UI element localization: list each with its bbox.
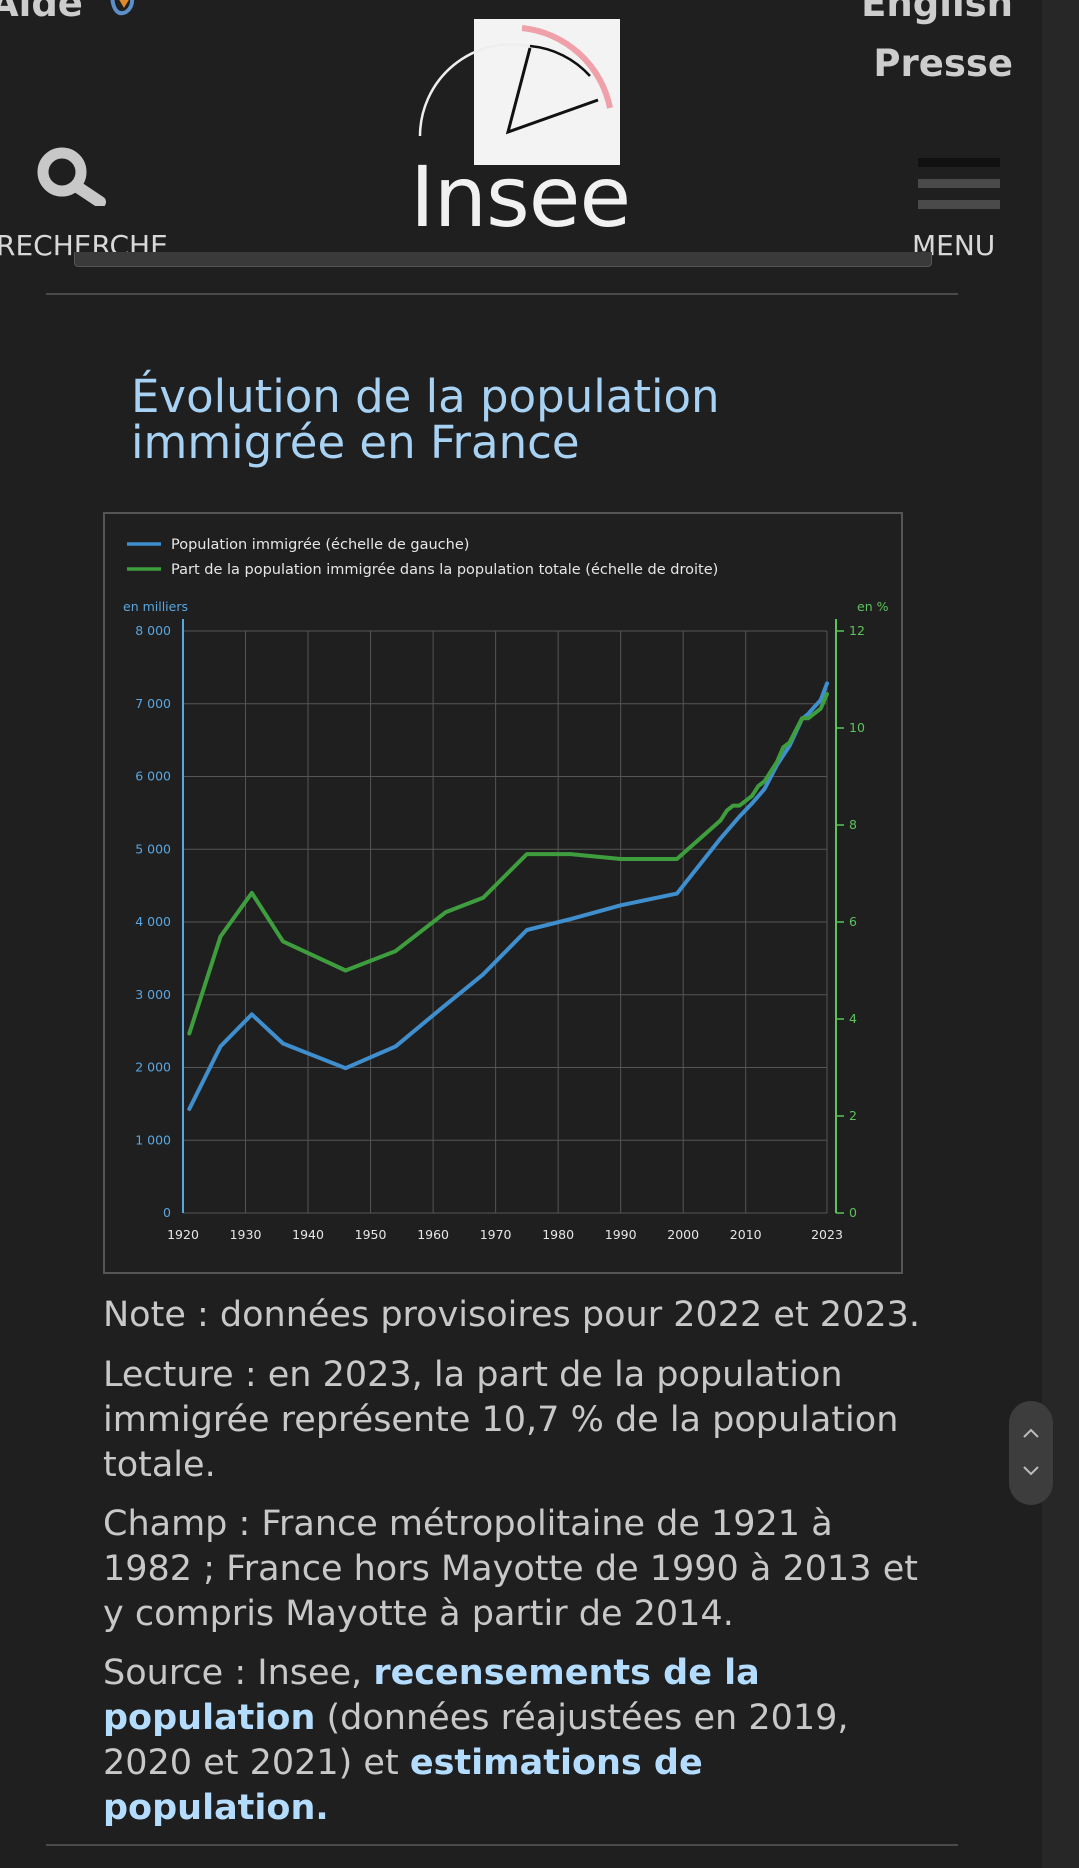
y-left-tick-label: 8 000	[135, 623, 171, 638]
english-link[interactable]: English	[861, 0, 1013, 25]
y-right-tick-label: 4	[849, 1011, 857, 1026]
logo-text: Insee	[410, 148, 631, 246]
source-middle: (données réajustées en 2019, 2020 et 202…	[103, 1698, 849, 1783]
chart-note: Note : données provisoires pour 2022 et …	[103, 1295, 920, 1335]
y-left-tick-label: 7 000	[135, 696, 171, 711]
line-chart: Population immigrée (échelle de gauche) P…	[123, 537, 889, 1242]
presse-link[interactable]: Presse	[873, 42, 1013, 85]
y-left-tick-label: 5 000	[135, 841, 171, 856]
x-tick-label: 1950	[355, 1227, 387, 1242]
y-right-tick-label: 6	[849, 914, 857, 929]
x-tick-label: 1990	[605, 1227, 637, 1242]
x-tick-label: 1920	[167, 1227, 199, 1242]
chart-source-note: Source : Insee, recensements de la popul…	[103, 1651, 923, 1831]
page-title: Évolution de la population immigrée en F…	[131, 374, 831, 466]
page-scrollbar[interactable]	[1042, 0, 1079, 1868]
population-estimates-link[interactable]: estimations de population.	[103, 1743, 703, 1828]
y-right-tick-label: 10	[849, 720, 865, 735]
chart-scope-note: Champ : France métropolitaine de 1921 à …	[103, 1504, 918, 1634]
scroll-widget[interactable]	[1009, 1401, 1053, 1505]
series-line-2	[187, 692, 829, 1036]
hamburger-menu-icon[interactable]	[918, 158, 1000, 210]
aide-link[interactable]: Aide	[0, 0, 83, 25]
x-tick-label: 1980	[542, 1227, 574, 1242]
y-right-tick-label: 0	[849, 1205, 857, 1220]
insee-logo[interactable]: Insee	[410, 16, 631, 242]
legend-label-2: Part de la population immigrée dans la p…	[171, 562, 718, 578]
chart-axes: en milliers 0 1 000 2 000 3 000 4 000 5 000 6 0…	[123, 599, 889, 1242]
y-left-tick-label: 6 000	[135, 769, 171, 784]
x-tick-label: 2000	[667, 1227, 699, 1242]
source-prefix: Source : Insee,	[103, 1653, 374, 1693]
logo-clock-icon	[418, 25, 613, 137]
search-icon[interactable]	[34, 146, 106, 206]
y-left-tick-label: 2 000	[135, 1060, 171, 1075]
series-line-1	[187, 681, 829, 1111]
y-right-tick-label: 8	[849, 817, 857, 832]
scroll-down-icon[interactable]	[1021, 1461, 1041, 1481]
title-line-1: Évolution de la population	[131, 370, 720, 423]
y-left-tick-label: 0	[163, 1205, 171, 1220]
y-left-tick-label: 1 000	[135, 1132, 171, 1147]
y-axis-left-label: en milliers	[123, 599, 188, 614]
x-tick-label: 2010	[730, 1227, 762, 1242]
y-right-tick-label: 12	[849, 623, 865, 638]
search-bar-edge	[74, 252, 932, 267]
x-tick-label: 1930	[230, 1227, 262, 1242]
title-line-2: immigrée en France	[131, 416, 580, 469]
chart-reading-note: Lecture : en 2023, la part de la populat…	[103, 1355, 899, 1485]
x-tick-label: 1970	[480, 1227, 512, 1242]
chart-series	[187, 681, 829, 1111]
help-icon[interactable]	[108, 0, 140, 22]
x-tick-label: 1960	[417, 1227, 449, 1242]
y-axis-right-label: en %	[857, 599, 889, 614]
chart-grid	[182, 630, 828, 1214]
y-right-tick-label: 2	[849, 1108, 857, 1123]
chart-container: Population immigrée (échelle de gauche) P…	[103, 512, 903, 1274]
scroll-up-icon[interactable]	[1021, 1423, 1041, 1443]
logo-square	[474, 19, 620, 165]
x-tick-label: 1940	[292, 1227, 324, 1242]
legend-label-1: Population immigrée (échelle de gauche)	[171, 537, 469, 553]
y-left-tick-label: 4 000	[135, 914, 171, 929]
x-tick-label: 2023	[811, 1227, 843, 1242]
census-link[interactable]: recensements de la population	[103, 1653, 760, 1738]
header-divider	[46, 293, 958, 295]
chart-legend: Population immigrée (échelle de gauche) P…	[127, 537, 718, 578]
y-left-tick-label: 3 000	[135, 987, 171, 1002]
footer-divider	[46, 1844, 958, 1846]
